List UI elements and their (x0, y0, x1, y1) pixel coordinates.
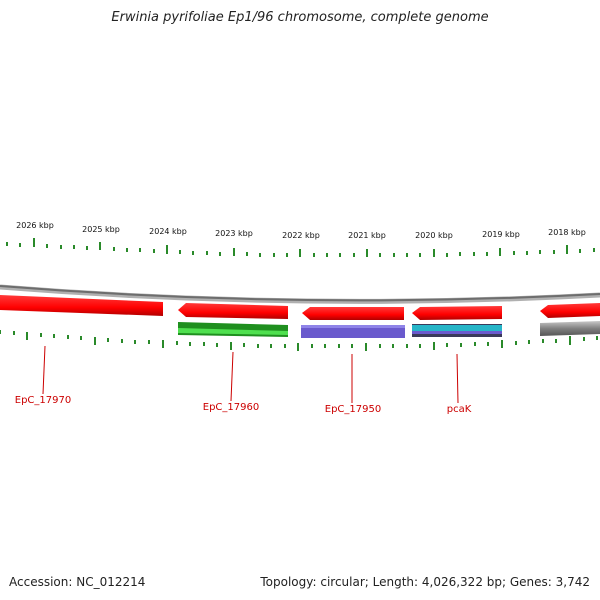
accession-text: Accession: NC_012214 (9, 575, 146, 589)
lower-ticks (0, 330, 598, 351)
label-leader (230, 351, 234, 402)
gene-feature[interactable] (0, 295, 163, 316)
map-title: Erwinia pyrifoliae Ep1/96 chromosome, co… (111, 10, 489, 25)
gene-feature[interactable] (302, 307, 404, 320)
scale-label: 2020 kbp (415, 231, 453, 240)
scale-label: 2018 kbp (548, 228, 586, 237)
cds-feature[interactable] (301, 325, 405, 338)
scale-label: 2022 kbp (282, 231, 320, 240)
scale-label: 2021 kbp (348, 231, 386, 240)
scale-label: 2025 kbp (82, 225, 120, 234)
gene-feature[interactable] (412, 306, 502, 320)
genome-summary: Topology: circular; Length: 4,026,322 bp… (260, 575, 590, 589)
gene-label-epc17960[interactable]: EpC_17960 (203, 402, 259, 413)
label-leader (42, 345, 46, 395)
scale-label: 2019 kbp (482, 230, 520, 239)
scale-label: 2026 kbp (16, 221, 54, 230)
upper-ticks (6, 238, 595, 257)
label-leader (456, 353, 459, 404)
cds-feature[interactable] (540, 321, 600, 336)
gene-label-epc17950[interactable]: EpC_17950 (325, 404, 381, 415)
gene-label-epc17970[interactable]: EpC_17970 (15, 395, 71, 406)
gene-label-pcak[interactable]: pcaK (447, 404, 472, 415)
gene-feature[interactable] (540, 303, 600, 318)
gene-feature[interactable] (178, 303, 288, 319)
scale-label: 2024 kbp (149, 227, 187, 236)
scale-label: 2023 kbp (215, 229, 253, 238)
